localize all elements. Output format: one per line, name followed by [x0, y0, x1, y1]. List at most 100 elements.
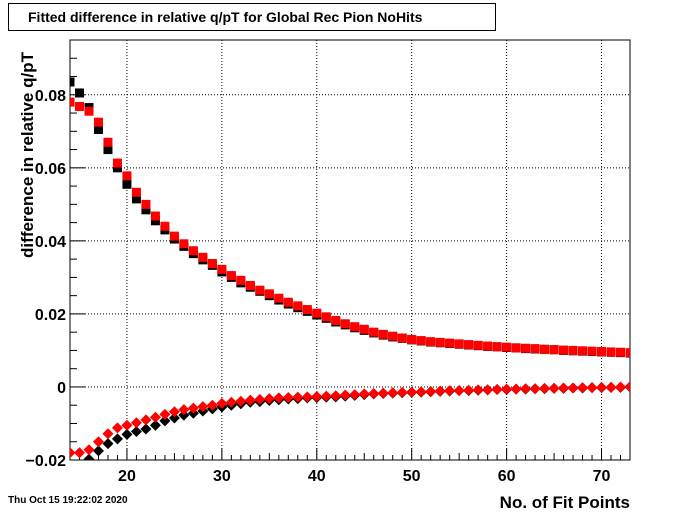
data-point — [169, 231, 179, 241]
data-point — [321, 312, 331, 322]
data-point — [339, 389, 351, 401]
data-point — [74, 101, 84, 111]
data-point — [188, 246, 198, 256]
data-point — [149, 411, 161, 423]
data-point — [178, 404, 190, 416]
y-tick-label: −0.02 — [26, 453, 67, 470]
data-point — [150, 211, 160, 221]
data-point — [102, 438, 114, 450]
data-point — [521, 343, 531, 353]
data-point — [435, 337, 445, 347]
data-point — [207, 259, 217, 269]
data-point — [244, 394, 256, 406]
data-point — [92, 436, 104, 448]
data-point — [122, 171, 132, 181]
data-point — [84, 106, 94, 116]
data-point — [340, 319, 350, 329]
data-point — [578, 346, 588, 356]
y-tick-label: 0.08 — [35, 88, 66, 105]
data-point — [463, 384, 475, 396]
data-point — [102, 428, 114, 440]
data-point — [121, 428, 133, 440]
data-point — [311, 390, 323, 402]
x-tick-label: 30 — [213, 468, 231, 485]
data-point — [140, 423, 152, 435]
data-point — [407, 334, 417, 344]
data-point — [226, 271, 236, 281]
data-point — [596, 381, 608, 393]
data-point — [103, 137, 113, 147]
data-point — [93, 124, 103, 134]
data-point — [510, 383, 522, 395]
data-point — [179, 239, 189, 249]
data-point — [263, 393, 275, 405]
data-point — [606, 347, 616, 357]
data-point — [453, 385, 465, 397]
data-point — [416, 336, 426, 346]
data-point — [168, 406, 180, 418]
data-point — [397, 333, 407, 343]
data-point — [568, 345, 578, 355]
plot-frame — [69, 39, 631, 461]
data-point — [616, 347, 626, 357]
data-point — [131, 194, 141, 204]
data-point — [150, 216, 160, 226]
data-point — [540, 344, 550, 354]
data-point — [83, 453, 95, 460]
data-point — [141, 205, 151, 215]
data-point — [426, 337, 436, 347]
data-point — [235, 395, 247, 407]
data-point — [586, 382, 598, 394]
data-point — [236, 275, 246, 285]
x-tick-label: 60 — [498, 468, 516, 485]
data-point — [548, 382, 560, 394]
data-point — [159, 415, 171, 427]
data-point — [93, 117, 103, 127]
data-point — [149, 419, 161, 431]
data-point — [112, 163, 122, 173]
data-point — [122, 179, 132, 189]
data-point — [320, 390, 332, 402]
data-point — [369, 327, 379, 337]
data-point — [350, 322, 360, 332]
timestamp: Thu Oct 15 19:22:02 2020 — [8, 495, 128, 506]
data-point — [511, 343, 521, 353]
data-point — [65, 471, 76, 482]
data-point — [131, 187, 141, 197]
data-point — [464, 340, 474, 350]
data-point — [473, 340, 483, 350]
data-point — [254, 393, 266, 405]
data-point — [549, 345, 559, 355]
data-point — [445, 338, 455, 348]
data-point — [331, 315, 341, 325]
data-point — [597, 347, 607, 357]
data-point — [567, 382, 579, 394]
data-point — [70, 97, 75, 107]
data-point — [615, 381, 627, 393]
data-point — [283, 297, 293, 307]
data-point — [444, 385, 456, 397]
data-point — [264, 289, 274, 299]
data-point — [559, 345, 569, 355]
data-point — [217, 264, 227, 274]
data-point — [73, 447, 85, 459]
data-point — [377, 387, 389, 399]
data-point — [530, 344, 540, 354]
data-point — [349, 389, 361, 401]
data-point — [74, 88, 84, 98]
data-point — [482, 384, 494, 396]
y-tick-label: 0.06 — [35, 161, 66, 178]
x-tick-label: 20 — [118, 468, 136, 485]
y-tick-label: 0.02 — [35, 307, 66, 324]
data-point — [359, 324, 369, 334]
data-point — [415, 386, 427, 398]
data-point — [577, 382, 589, 394]
data-point — [103, 145, 113, 155]
x-tick-label: 40 — [308, 468, 326, 485]
data-point — [292, 391, 304, 403]
data-point — [141, 199, 151, 209]
x-tick-label: 50 — [403, 468, 421, 485]
data-point — [425, 385, 437, 397]
data-point — [501, 383, 513, 395]
